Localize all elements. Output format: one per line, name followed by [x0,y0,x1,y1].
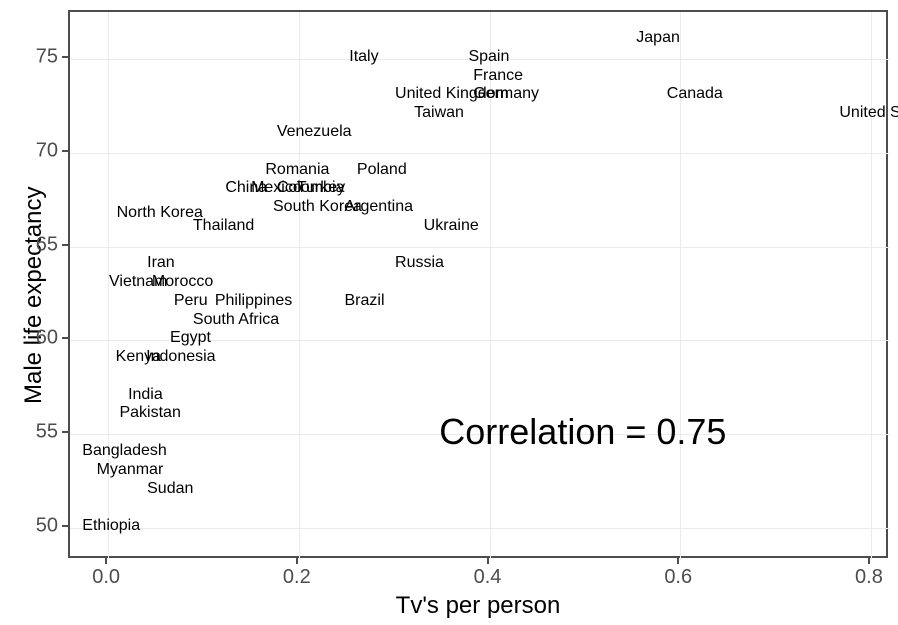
y-tick-label: 50 [36,515,58,538]
data-point-label: Italy [349,49,378,65]
y-tick [62,525,68,527]
data-point-label: South Africa [193,312,279,328]
y-tick-label: 55 [36,421,58,444]
x-tick-label: 0.2 [283,566,311,589]
data-point-label: Myanmar [97,462,164,478]
y-tick [62,431,68,433]
x-tick [677,558,679,564]
data-point-label: Ethiopia [82,518,140,534]
data-point-label: Germany [473,86,539,102]
data-point-label: Romania [265,162,329,178]
data-point-label: Peru [174,293,208,309]
x-axis-title: Tv's per person [396,592,561,620]
data-point-label: Philippines [215,293,292,309]
x-tick-label: 0.8 [855,566,883,589]
y-tick-label: 60 [36,327,58,350]
y-tick [62,56,68,58]
data-point-label: Argentina [345,199,414,215]
data-point-label: Bangladesh [82,443,167,459]
data-point-label: Ukraine [424,218,479,234]
data-point-label: Japan [636,30,680,46]
data-point-label: Taiwan [414,105,464,121]
y-axis-title: Male life expectancy [20,187,48,404]
y-tick-label: 65 [36,233,58,256]
data-point-label: Russia [395,255,444,271]
x-tick [487,558,489,564]
data-point-label: Iran [147,255,175,271]
chart-container: Male life expectancy Tv's per person 0.0… [0,0,898,625]
data-point-label: North Korea [117,205,203,221]
data-point-label: Indonesia [146,349,215,365]
y-tick-label: 75 [36,45,58,68]
data-point-label: Poland [357,162,407,178]
data-point-label: Spain [468,49,509,65]
data-point-label: Venezuela [277,124,352,140]
y-tick [62,337,68,339]
y-gridline [70,247,890,248]
x-tick [105,558,107,564]
y-tick [62,244,68,246]
data-point-label: Egypt [170,330,211,346]
data-point-label: Sudan [147,481,193,497]
y-gridline [70,528,890,529]
y-tick-label: 70 [36,139,58,162]
x-gridline [299,12,300,560]
data-point-label: Pakistan [119,405,180,421]
data-point-label: Thailand [193,218,254,234]
x-tick-label: 0.6 [664,566,692,589]
correlation-annotation: Correlation = 0.75 [439,411,726,453]
x-tick-label: 0.4 [474,566,502,589]
x-gridline [871,12,872,560]
data-point-label: Brazil [345,293,385,309]
x-tick [868,558,870,564]
data-point-label: United States [839,105,898,121]
data-point-label: India [128,387,163,403]
x-tick-label: 0.0 [92,566,120,589]
y-tick [62,150,68,152]
data-point-label: Turkey [297,180,345,196]
data-point-label: Canada [667,86,723,102]
y-gridline [70,153,890,154]
data-point-label: France [473,68,523,84]
data-point-label: Morocco [152,274,213,290]
x-tick [296,558,298,564]
